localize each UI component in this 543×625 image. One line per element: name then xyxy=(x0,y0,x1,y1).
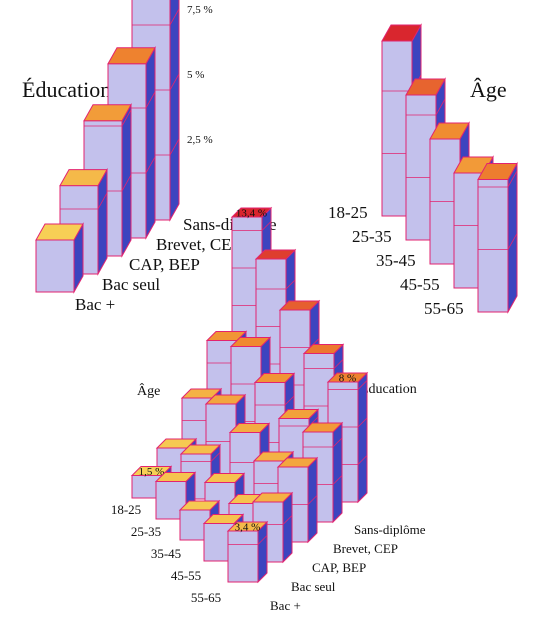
grid-col-label: Sans-diplôme xyxy=(354,522,426,537)
education-tick-label: 5 % xyxy=(187,69,204,81)
grid-row-label: 25-35 xyxy=(131,524,161,539)
grid-value-annotation: 1,5 % xyxy=(139,466,165,478)
age-chart: Âge 18-25 25-35 35-45 45-55 55-65 xyxy=(328,23,518,318)
age-education-grid-chart: Âge Éducation 13,4 % 1,5 % 8 % 3,4 % 18-25 2… xyxy=(111,206,426,613)
grid-value-annotation: 8 % xyxy=(339,373,356,385)
age-category-label: 55-65 xyxy=(424,299,464,318)
grid-row-labels: 18-25 25-35 35-45 45-55 55-65 xyxy=(111,502,221,605)
grid-bar: 3,4 % xyxy=(226,520,269,584)
age-chart-title: Âge xyxy=(470,77,507,102)
grid-bars: 13,4 % 1,5 % 8 % 3,4 % xyxy=(130,206,369,584)
grid-row-label: 35-45 xyxy=(151,546,181,561)
education-bars xyxy=(35,0,180,294)
age-bars xyxy=(381,23,518,314)
grid-row-label: 45-55 xyxy=(171,568,201,583)
education-bar xyxy=(35,222,84,294)
grid-col-label: Bac seul xyxy=(291,579,336,594)
age-category-label: 25-35 xyxy=(352,227,392,246)
grid-row-label: 18-25 xyxy=(111,502,141,517)
grid-value-annotation: 13,4 % xyxy=(236,208,267,220)
education-category-label: CAP, BEP xyxy=(129,255,200,274)
grid-row-axis-title: Âge xyxy=(137,382,160,399)
grid-col-label: CAP, BEP xyxy=(312,560,366,575)
age-category-label: 18-25 xyxy=(328,203,368,222)
grid-value-annotation: 3,4 % xyxy=(235,522,261,534)
education-tick-label: 7,5 % xyxy=(187,4,213,16)
education-chart-title: Éducation xyxy=(22,77,111,102)
grid-row-label: 55-65 xyxy=(191,590,221,605)
grid-col-axis-title: Éducation xyxy=(360,380,417,397)
age-category-label: 45-55 xyxy=(400,275,440,294)
grid-col-label: Bac + xyxy=(270,598,301,613)
education-category-label: Bac + xyxy=(75,295,115,314)
education-tick-label: 2,5 % xyxy=(187,134,213,146)
grid-col-label: Brevet, CEP xyxy=(333,541,398,556)
education-category-label: Bac seul xyxy=(102,275,160,294)
age-bar xyxy=(477,161,518,314)
grid-col-labels: Bac + Bac seul CAP, BEP Brevet, CEP Sans-dip… xyxy=(270,522,426,613)
education-category-label: Brevet, CEP xyxy=(156,235,241,254)
education-ticks: 2,5 % 5 % 7,5 % xyxy=(187,4,213,146)
age-category-label: 35-45 xyxy=(376,251,416,270)
age-categories: 18-25 25-35 35-45 45-55 55-65 xyxy=(328,203,464,318)
